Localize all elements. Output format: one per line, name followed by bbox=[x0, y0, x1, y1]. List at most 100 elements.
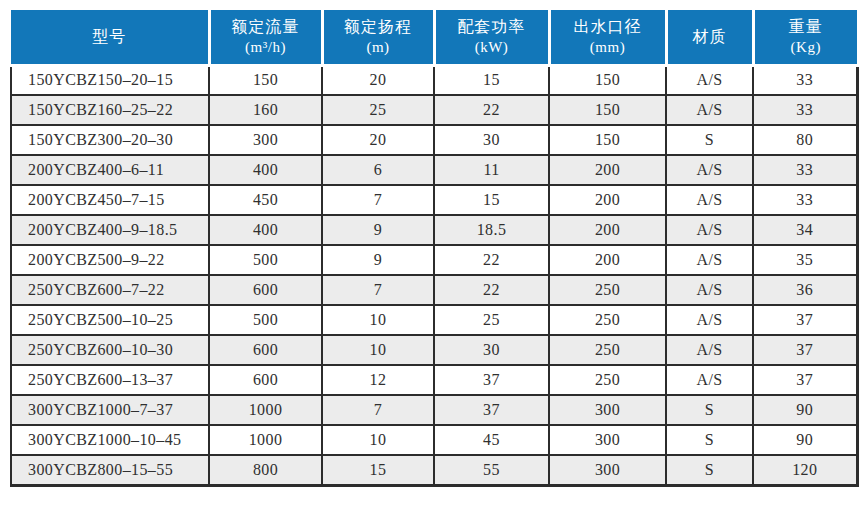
cell-outlet: 200 bbox=[549, 155, 666, 185]
cell-head: 25 bbox=[322, 95, 434, 125]
table-row: 200YCBZ500–9–22500922200A/S35 bbox=[11, 245, 857, 275]
cell-head: 20 bbox=[322, 65, 434, 95]
table-row: 300YCBZ1000–7–371000737300S90 bbox=[11, 395, 857, 425]
cell-outlet: 300 bbox=[549, 425, 666, 455]
cell-head: 20 bbox=[322, 125, 434, 155]
cell-weight: 36 bbox=[753, 275, 857, 305]
column-unit: (kW) bbox=[436, 37, 548, 57]
cell-flow: 600 bbox=[209, 365, 322, 395]
cell-weight: 33 bbox=[753, 95, 857, 125]
cell-power: 55 bbox=[434, 455, 549, 485]
cell-power: 22 bbox=[434, 245, 549, 275]
column-label: 重量 bbox=[755, 16, 858, 37]
cell-material: A/S bbox=[666, 335, 753, 365]
cell-power: 22 bbox=[434, 275, 549, 305]
cell-head: 7 bbox=[322, 275, 434, 305]
table-row: 150YCBZ300–20–303002030150S80 bbox=[11, 125, 857, 155]
cell-material: S bbox=[666, 425, 753, 455]
cell-power: 15 bbox=[434, 65, 549, 95]
column-header-weight: 重量 (Kg) bbox=[753, 10, 857, 65]
cell-model: 300YCBZ1000–7–37 bbox=[11, 395, 209, 425]
cell-flow: 160 bbox=[209, 95, 322, 125]
cell-power: 30 bbox=[434, 125, 549, 155]
header-row: 型号 额定流量 (m³/h) 额定扬程 (m) 配套功率 (kW) 出水口径 bbox=[11, 10, 857, 65]
cell-weight: 35 bbox=[753, 245, 857, 275]
table-row: 300YCBZ800–15–558001555300S120 bbox=[11, 455, 857, 485]
cell-material: A/S bbox=[666, 185, 753, 215]
cell-weight: 80 bbox=[753, 125, 857, 155]
cell-weight: 120 bbox=[753, 455, 857, 485]
cell-flow: 600 bbox=[209, 275, 322, 305]
cell-outlet: 150 bbox=[549, 95, 666, 125]
cell-flow: 600 bbox=[209, 335, 322, 365]
cell-material: A/S bbox=[666, 365, 753, 395]
column-label: 材质 bbox=[668, 26, 752, 47]
cell-flow: 500 bbox=[209, 305, 322, 335]
cell-outlet: 200 bbox=[549, 215, 666, 245]
spec-table-container: 型号 额定流量 (m³/h) 额定扬程 (m) 配套功率 (kW) 出水口径 bbox=[10, 10, 856, 522]
cell-head: 15 bbox=[322, 455, 434, 485]
table-row: 150YCBZ150–20–151502015150A/S33 bbox=[11, 65, 857, 95]
cell-weight: 33 bbox=[753, 185, 857, 215]
column-header-head: 额定扬程 (m) bbox=[322, 10, 434, 65]
cell-material: S bbox=[666, 125, 753, 155]
cell-power: 45 bbox=[434, 425, 549, 455]
pump-spec-table: 型号 额定流量 (m³/h) 额定扬程 (m) 配套功率 (kW) 出水口径 bbox=[10, 10, 859, 487]
cell-outlet: 300 bbox=[549, 455, 666, 485]
cell-material: A/S bbox=[666, 65, 753, 95]
column-header-outlet: 出水口径 (mm) bbox=[549, 10, 666, 65]
cell-weight: 37 bbox=[753, 365, 857, 395]
cell-weight: 34 bbox=[753, 215, 857, 245]
cell-power: 11 bbox=[434, 155, 549, 185]
cell-flow: 150 bbox=[209, 65, 322, 95]
table-row: 250YCBZ600–10–306001030250A/S37 bbox=[11, 335, 857, 365]
table-row: 250YCBZ600–7–22600722250A/S36 bbox=[11, 275, 857, 305]
cell-weight: 90 bbox=[753, 425, 857, 455]
cell-power: 30 bbox=[434, 335, 549, 365]
cell-outlet: 300 bbox=[549, 395, 666, 425]
table-row: 250YCBZ500–10–255001025250A/S37 bbox=[11, 305, 857, 335]
cell-outlet: 200 bbox=[549, 185, 666, 215]
cell-outlet: 250 bbox=[549, 365, 666, 395]
table-row: 200YCBZ400–9–18.5400918.5200A/S34 bbox=[11, 215, 857, 245]
cell-head: 10 bbox=[322, 305, 434, 335]
cell-model: 150YCBZ150–20–15 bbox=[11, 65, 209, 95]
cell-model: 250YCBZ600–7–22 bbox=[11, 275, 209, 305]
cell-head: 7 bbox=[322, 395, 434, 425]
cell-head: 10 bbox=[322, 335, 434, 365]
cell-head: 7 bbox=[322, 185, 434, 215]
cell-flow: 400 bbox=[209, 215, 322, 245]
cell-weight: 37 bbox=[753, 305, 857, 335]
cell-model: 200YCBZ400–6–11 bbox=[11, 155, 209, 185]
column-header-power: 配套功率 (kW) bbox=[434, 10, 549, 65]
cell-material: A/S bbox=[666, 215, 753, 245]
column-unit: (m) bbox=[324, 37, 433, 57]
cell-weight: 33 bbox=[753, 155, 857, 185]
column-label: 出水口径 bbox=[551, 16, 665, 37]
cell-material: A/S bbox=[666, 95, 753, 125]
cell-model: 300YCBZ800–15–55 bbox=[11, 455, 209, 485]
cell-power: 22 bbox=[434, 95, 549, 125]
table-row: 300YCBZ1000–10–4510001045300S90 bbox=[11, 425, 857, 455]
column-header-model: 型号 bbox=[11, 10, 209, 65]
cell-material: S bbox=[666, 395, 753, 425]
cell-model: 200YCBZ500–9–22 bbox=[11, 245, 209, 275]
cell-material: A/S bbox=[666, 275, 753, 305]
cell-flow: 1000 bbox=[209, 425, 322, 455]
cell-model: 250YCBZ600–10–30 bbox=[11, 335, 209, 365]
cell-model: 300YCBZ1000–10–45 bbox=[11, 425, 209, 455]
cell-model: 150YCBZ160–25–22 bbox=[11, 95, 209, 125]
table-header: 型号 额定流量 (m³/h) 额定扬程 (m) 配套功率 (kW) 出水口径 bbox=[11, 10, 857, 65]
column-label: 配套功率 bbox=[436, 16, 548, 37]
cell-weight: 90 bbox=[753, 395, 857, 425]
cell-outlet: 150 bbox=[549, 125, 666, 155]
cell-weight: 37 bbox=[753, 335, 857, 365]
table-row: 200YCBZ400–6–11400611200A/S33 bbox=[11, 155, 857, 185]
cell-flow: 400 bbox=[209, 155, 322, 185]
cell-flow: 300 bbox=[209, 125, 322, 155]
cell-material: A/S bbox=[666, 305, 753, 335]
cell-weight: 33 bbox=[753, 65, 857, 95]
cell-head: 9 bbox=[322, 215, 434, 245]
column-header-material: 材质 bbox=[666, 10, 753, 65]
cell-head: 6 bbox=[322, 155, 434, 185]
